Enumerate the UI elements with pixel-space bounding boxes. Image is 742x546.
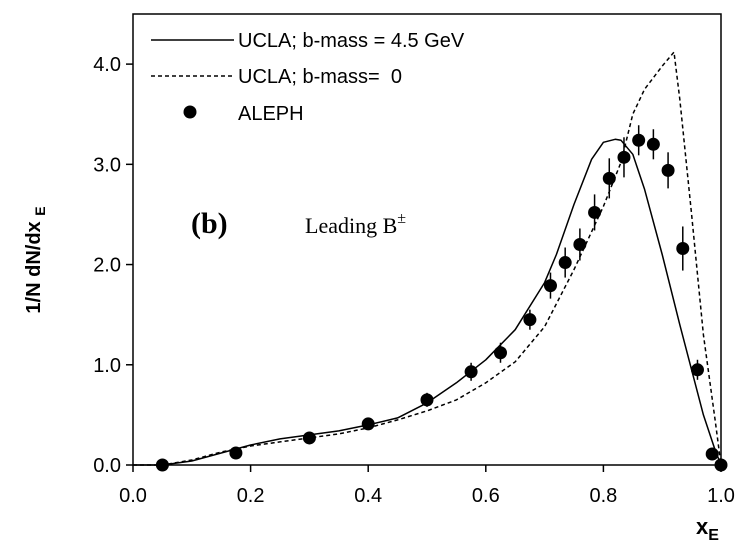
annotation: Leading B± (305, 210, 406, 238)
y-tick-label: 1.0 (93, 355, 121, 377)
data-point (706, 447, 719, 460)
x-tick-label: 0.2 (237, 485, 265, 507)
annotation-main: Leading B (305, 213, 397, 238)
x-tick-label: 1.0 (707, 485, 735, 507)
data-point (603, 172, 616, 185)
data-point (662, 164, 675, 177)
x-tick-label: 0.0 (119, 485, 147, 507)
data-point (465, 365, 478, 378)
data-point (156, 459, 169, 472)
data-point (362, 417, 375, 430)
data-point (523, 313, 536, 326)
series-line-bmass-4-5 (133, 139, 721, 465)
data-point (573, 238, 586, 251)
legend: UCLA; b-mass = 4.5 GeV UCLA; b-mass= 0 A… (151, 30, 465, 125)
data-point (691, 363, 704, 376)
x-axis-label-subscript: E (708, 527, 719, 544)
y-tick-label: 3.0 (93, 154, 121, 176)
x-tick-label: 0.6 (472, 485, 500, 507)
data-point (559, 256, 572, 269)
y-tick-label: 0.0 (93, 455, 121, 477)
legend-label: UCLA; b-mass= 0 (238, 66, 402, 88)
data-point (588, 206, 601, 219)
legend-label: ALEPH (238, 103, 304, 125)
data-point (303, 431, 316, 444)
data-point (632, 134, 645, 147)
legend-marker-aleph (184, 106, 197, 119)
legend-label: UCLA; b-mass = 4.5 GeV (238, 30, 465, 52)
data-point (715, 459, 728, 472)
data-point (676, 242, 689, 255)
panel-label: (b) (191, 207, 228, 240)
data-point (494, 346, 507, 359)
annotation-superscript: ± (397, 210, 406, 227)
x-axis-label-main: x (696, 514, 709, 539)
y-axis-label: 1/N dN/dx E (23, 206, 48, 313)
x-tick-label: 0.8 (589, 485, 617, 507)
y-axis-label-subscript: E (32, 206, 48, 215)
x-tick-label: 0.4 (354, 485, 382, 507)
y-axis-label-main: 1/N dN/dx (23, 216, 45, 314)
x-axis-label: xE (696, 514, 719, 544)
data-point (647, 138, 660, 151)
data-point (617, 151, 630, 164)
data-point (421, 393, 434, 406)
y-tick-label: 2.0 (93, 255, 121, 277)
data-points (156, 125, 728, 471)
data-point (544, 279, 557, 292)
data-point (229, 446, 242, 459)
y-axis: 0.0 1.0 2.0 3.0 4.0 (93, 54, 133, 477)
y-tick-label: 4.0 (93, 54, 121, 76)
x-axis: 0.0 0.2 0.4 0.6 0.8 1.0 (119, 465, 735, 507)
